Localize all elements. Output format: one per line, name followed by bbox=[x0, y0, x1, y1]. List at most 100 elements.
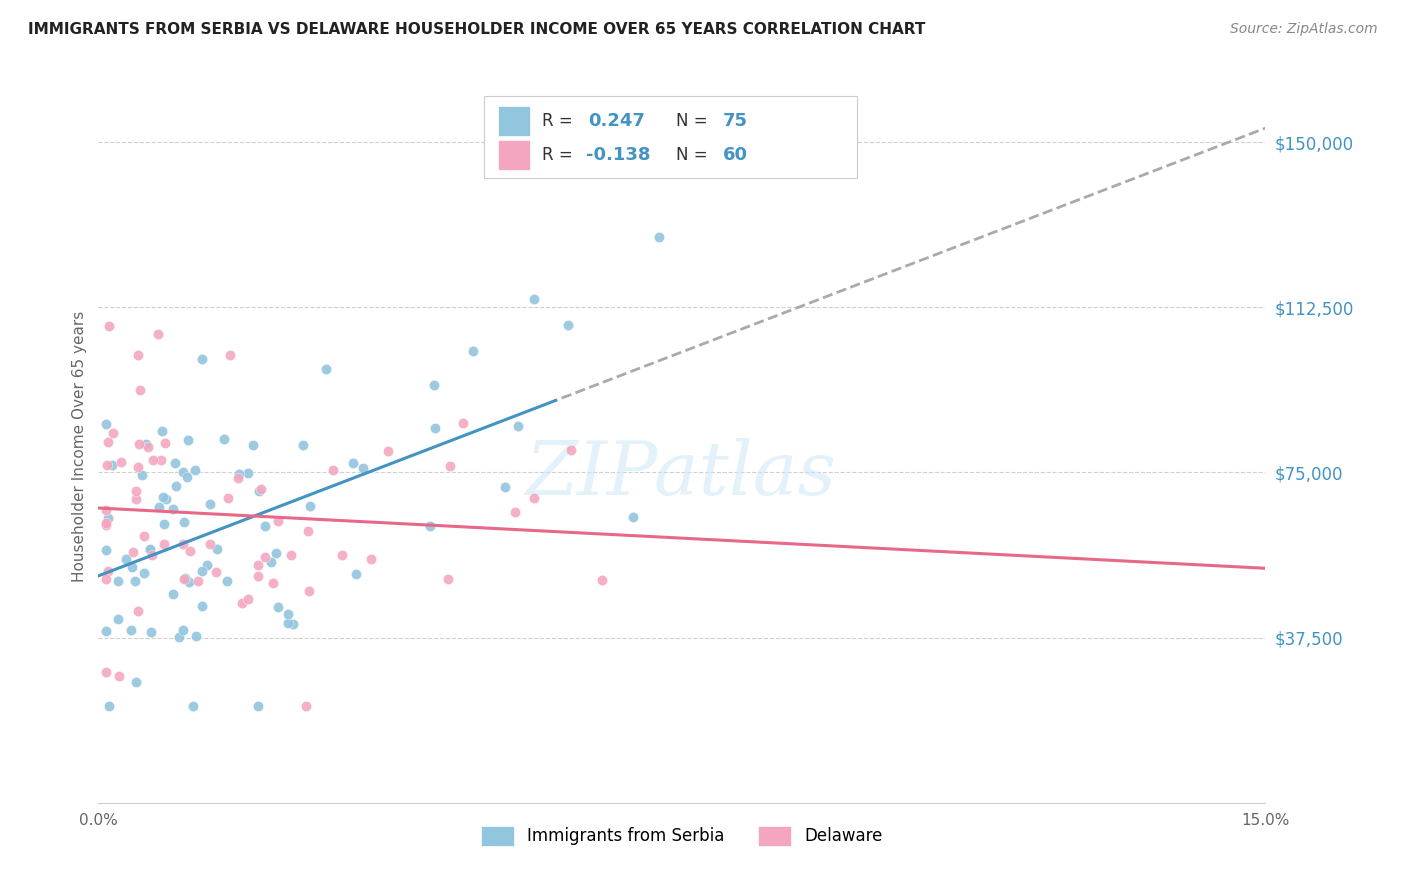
Point bbox=[212, 432, 235, 446]
Point bbox=[267, 514, 290, 528]
Point bbox=[294, 698, 316, 713]
Point bbox=[141, 625, 163, 640]
Point bbox=[97, 510, 120, 524]
Point bbox=[277, 616, 299, 631]
Point bbox=[377, 444, 399, 458]
Point bbox=[260, 555, 283, 569]
Point bbox=[149, 453, 172, 467]
Point bbox=[292, 437, 315, 451]
Point bbox=[172, 465, 194, 479]
Point bbox=[136, 440, 159, 454]
Point bbox=[148, 326, 170, 341]
Point bbox=[247, 484, 270, 499]
Point bbox=[165, 479, 187, 493]
Point bbox=[96, 624, 118, 638]
Point bbox=[591, 573, 613, 587]
Point bbox=[173, 572, 195, 586]
Point bbox=[139, 542, 162, 557]
Text: R =: R = bbox=[541, 112, 572, 129]
Point bbox=[437, 572, 460, 586]
Point bbox=[177, 433, 200, 447]
Point bbox=[135, 436, 157, 450]
Point bbox=[423, 378, 446, 392]
Point bbox=[173, 516, 195, 530]
Point bbox=[152, 516, 174, 531]
Point bbox=[247, 569, 270, 583]
Point bbox=[127, 604, 149, 618]
Point bbox=[107, 574, 129, 588]
Text: N =: N = bbox=[676, 146, 707, 164]
Point bbox=[352, 460, 374, 475]
Point bbox=[96, 517, 118, 532]
Point bbox=[181, 698, 204, 713]
Point bbox=[125, 491, 148, 506]
Point bbox=[121, 560, 143, 574]
Point bbox=[131, 468, 153, 483]
Point bbox=[141, 548, 163, 562]
Point bbox=[439, 459, 461, 474]
Point bbox=[238, 466, 260, 480]
Point bbox=[299, 500, 322, 514]
Point bbox=[262, 576, 284, 591]
Point bbox=[195, 558, 218, 573]
Point bbox=[132, 528, 155, 542]
Point bbox=[253, 550, 276, 565]
Point bbox=[330, 548, 353, 562]
Point bbox=[96, 502, 118, 516]
Point bbox=[281, 617, 304, 632]
Point bbox=[176, 470, 198, 484]
Point bbox=[315, 362, 337, 376]
Point bbox=[191, 351, 214, 366]
Point bbox=[423, 421, 446, 435]
Point bbox=[121, 545, 143, 559]
Point bbox=[96, 542, 118, 557]
Point bbox=[148, 500, 170, 514]
Point bbox=[246, 698, 269, 713]
Point bbox=[523, 292, 546, 306]
Point bbox=[142, 453, 165, 467]
FancyBboxPatch shape bbox=[498, 140, 530, 169]
Point bbox=[242, 438, 264, 452]
Point bbox=[187, 574, 209, 588]
Point bbox=[298, 583, 321, 598]
Point bbox=[217, 491, 239, 505]
Point bbox=[219, 348, 242, 362]
Point bbox=[110, 455, 132, 469]
Point bbox=[108, 668, 131, 682]
Point bbox=[101, 425, 124, 440]
Point bbox=[280, 548, 302, 562]
Point bbox=[179, 574, 201, 589]
Legend: Immigrants from Serbia, Delaware: Immigrants from Serbia, Delaware bbox=[474, 819, 890, 853]
Text: N =: N = bbox=[676, 112, 707, 129]
Point bbox=[267, 600, 290, 615]
Point bbox=[152, 490, 174, 504]
Text: -0.138: -0.138 bbox=[586, 146, 651, 164]
Point bbox=[97, 564, 120, 578]
Point bbox=[557, 318, 579, 333]
Point bbox=[451, 416, 474, 430]
Text: ZIPatlas: ZIPatlas bbox=[526, 438, 838, 511]
Point bbox=[120, 623, 142, 637]
Point bbox=[621, 510, 644, 524]
Point bbox=[96, 572, 118, 586]
Point bbox=[184, 463, 207, 477]
Point bbox=[215, 574, 238, 588]
Point bbox=[226, 470, 249, 484]
Point bbox=[494, 480, 516, 494]
Point bbox=[184, 629, 207, 643]
Point bbox=[191, 599, 214, 613]
Point bbox=[249, 482, 271, 496]
Point bbox=[205, 565, 228, 579]
Point bbox=[419, 519, 441, 533]
Point bbox=[167, 630, 190, 644]
Point bbox=[254, 519, 277, 533]
Point bbox=[96, 665, 118, 680]
Point bbox=[128, 383, 150, 397]
Point bbox=[344, 567, 367, 582]
FancyBboxPatch shape bbox=[498, 105, 530, 136]
Y-axis label: Householder Income Over 65 years: Householder Income Over 65 years bbox=[72, 310, 87, 582]
Point bbox=[101, 458, 124, 472]
Point bbox=[236, 592, 259, 607]
Point bbox=[125, 674, 148, 689]
Point bbox=[107, 612, 129, 626]
